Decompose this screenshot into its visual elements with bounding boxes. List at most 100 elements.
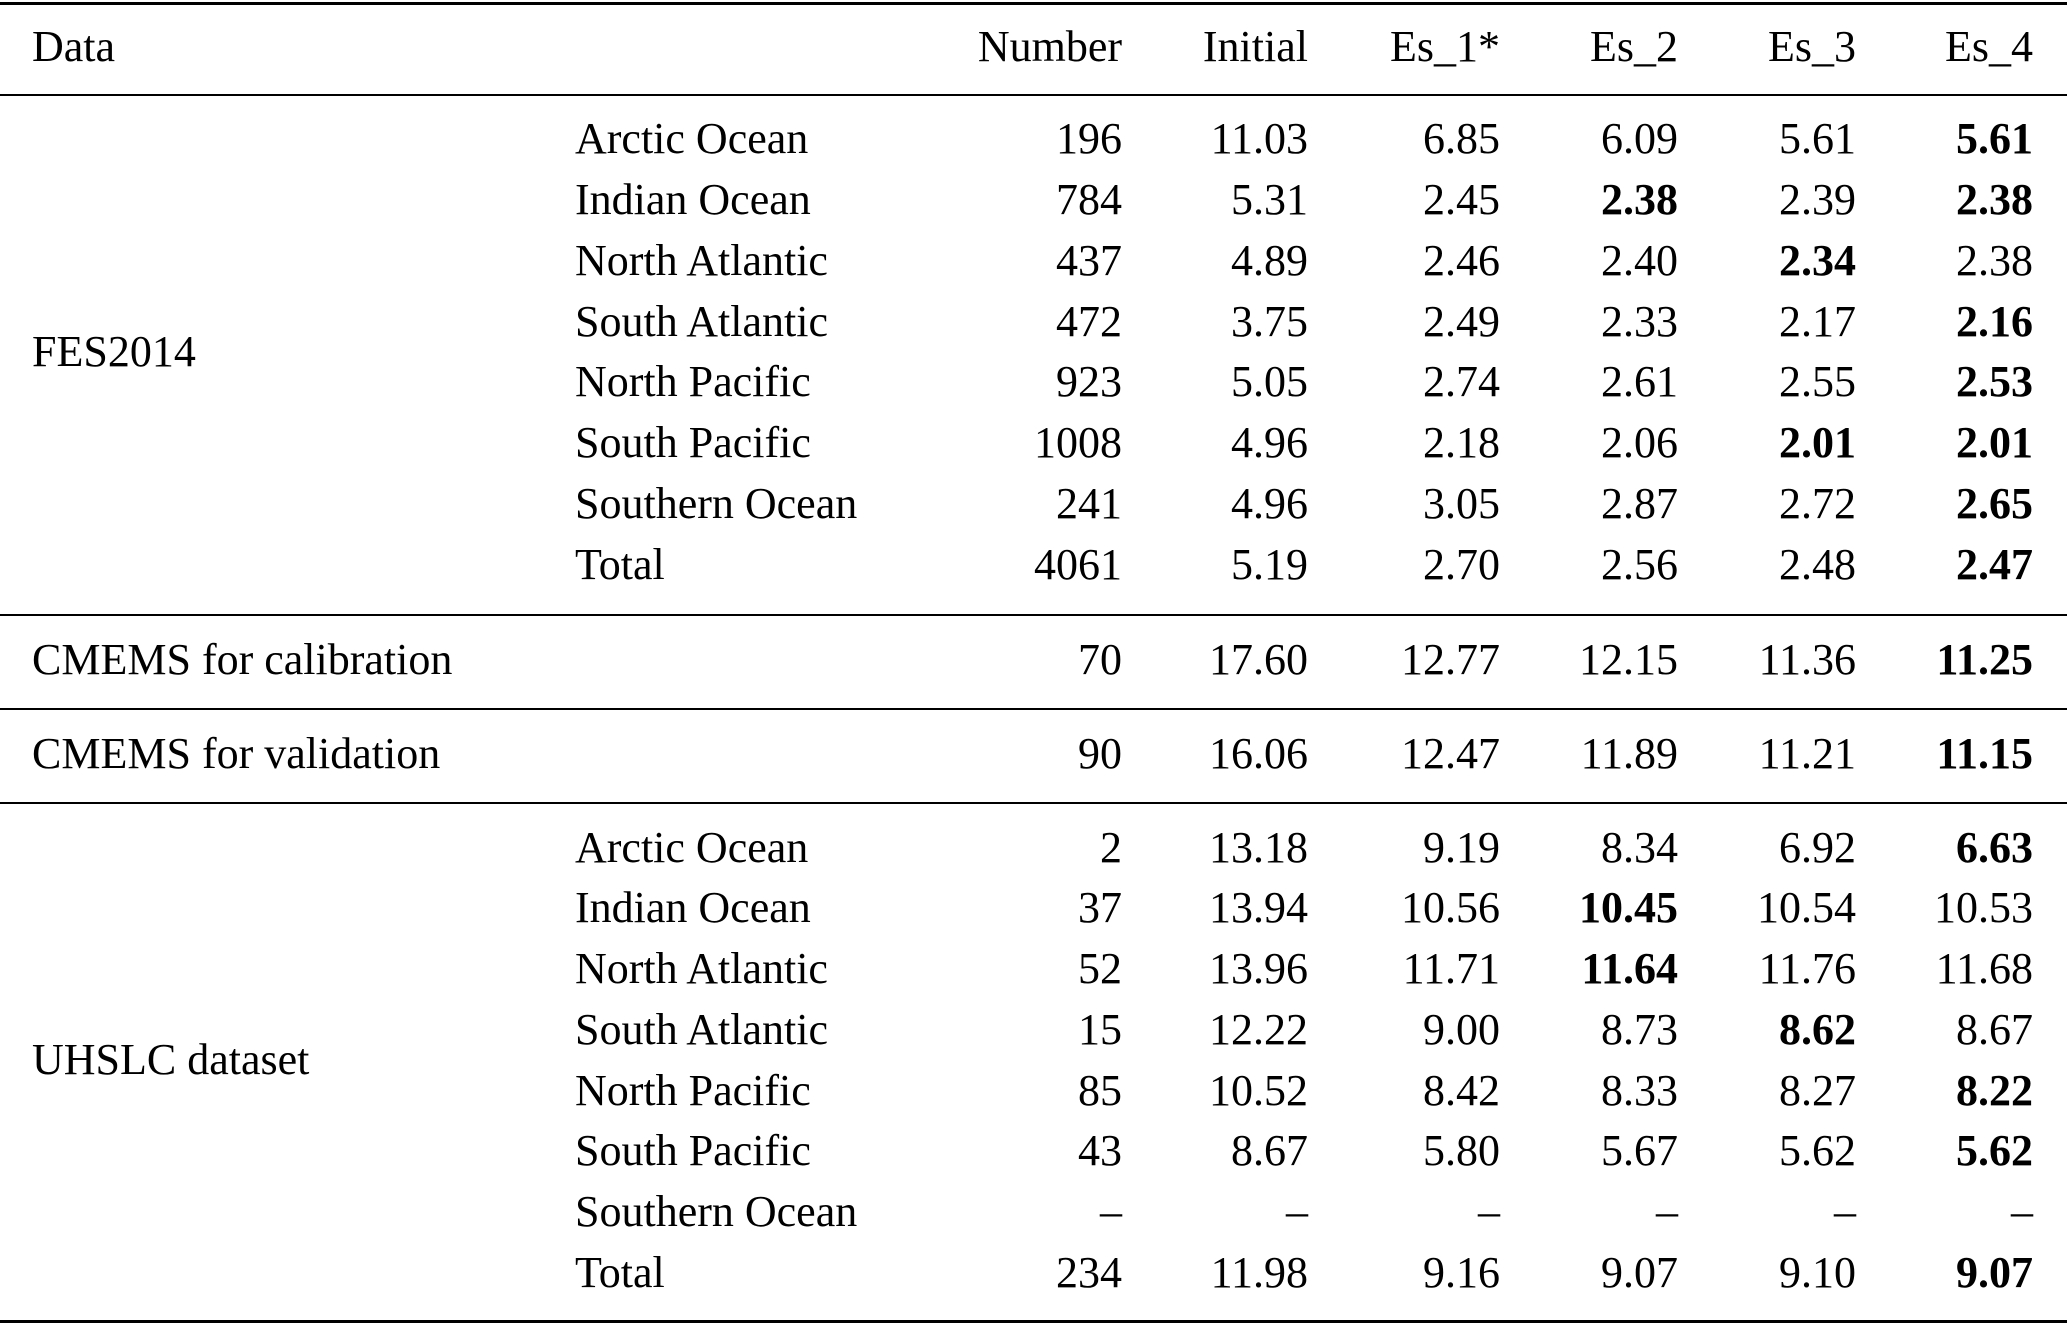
es4-cell: 9.07	[1956, 1248, 2033, 1297]
number-cell: 4061	[1034, 540, 1122, 589]
initial-cell: –	[1286, 1187, 1308, 1236]
es3-cell: 2.34	[1779, 236, 1856, 285]
es3-cell: 9.10	[1779, 1248, 1856, 1297]
es4-cell: 2.38	[1956, 236, 2033, 285]
es3-cell: 6.92	[1779, 823, 1856, 872]
number-cell: 784	[1056, 175, 1122, 224]
es4-cell: 6.63	[1956, 823, 2033, 872]
es1-cell: 2.49	[1423, 297, 1500, 346]
es4-cell: 8.22	[1956, 1066, 2033, 1115]
es2-cell: 6.09	[1601, 114, 1678, 163]
initial-cell: 16.06	[1209, 729, 1308, 778]
region-cell: North Atlantic	[575, 944, 828, 993]
group-label-fes2014: FES2014	[32, 327, 196, 376]
header-es1: Es_1*	[1390, 22, 1500, 71]
region-cell: South Atlantic	[575, 1005, 828, 1054]
es1-cell: 9.19	[1423, 823, 1500, 872]
number-cell: 1008	[1034, 418, 1122, 467]
header-number: Number	[977, 22, 1122, 71]
es4-cell: 2.53	[1956, 357, 2033, 406]
es2-cell: 8.34	[1601, 823, 1678, 872]
es1-cell: 9.16	[1423, 1248, 1500, 1297]
es1-cell: 6.85	[1423, 114, 1500, 163]
es4-cell: 11.15	[1936, 729, 2033, 778]
es4-cell: 2.65	[1956, 479, 2033, 528]
initial-cell: 3.75	[1231, 297, 1308, 346]
es1-cell: 3.05	[1423, 479, 1500, 528]
es1-cell: 2.46	[1423, 236, 1500, 285]
initial-cell: 11.98	[1210, 1248, 1308, 1297]
region-cell: Indian Ocean	[575, 883, 811, 932]
es2-cell: 2.40	[1601, 236, 1678, 285]
es3-cell: 8.62	[1779, 1005, 1856, 1054]
number-cell: 52	[1078, 944, 1122, 993]
es3-cell: 8.27	[1779, 1066, 1856, 1115]
es1-cell: 12.47	[1401, 729, 1500, 778]
initial-cell: 13.18	[1209, 823, 1308, 872]
es4-cell: 5.62	[1956, 1126, 2033, 1175]
es2-cell: 9.07	[1601, 1248, 1678, 1297]
es2-cell: 8.73	[1601, 1005, 1678, 1054]
es1-cell: 10.56	[1401, 883, 1500, 932]
initial-cell: 13.94	[1209, 883, 1308, 932]
number-cell: 241	[1056, 479, 1122, 528]
region-cell: Southern Ocean	[575, 1187, 858, 1236]
es2-cell: 10.45	[1579, 883, 1678, 932]
region-cell: North Pacific	[575, 1066, 811, 1115]
es2-cell: –	[1656, 1187, 1678, 1236]
header-data: Data	[32, 22, 116, 71]
number-cell: 43	[1078, 1126, 1122, 1175]
top-rule	[0, 2, 2067, 5]
es3-cell: 11.76	[1758, 944, 1856, 993]
es2-cell: 2.61	[1601, 357, 1678, 406]
es4-cell: 11.68	[1935, 944, 2033, 993]
region-cell	[575, 630, 915, 690]
es1-cell: 11.71	[1402, 944, 1500, 993]
es3-cell: 2.17	[1779, 297, 1856, 346]
number-cell: 196	[1056, 114, 1122, 163]
es3-cell: 11.21	[1758, 729, 1856, 778]
number-cell: 15	[1078, 1005, 1122, 1054]
header-es4: Es_4	[1945, 22, 2033, 71]
initial-cell: 10.52	[1209, 1066, 1308, 1115]
number-cell: 923	[1056, 357, 1122, 406]
initial-cell: 4.89	[1231, 236, 1308, 285]
es1-cell: –	[1478, 1187, 1500, 1236]
es2-cell: 2.56	[1601, 540, 1678, 589]
es4-cell: 10.53	[1934, 883, 2033, 932]
section-rule-2	[0, 708, 2067, 710]
es4-cell: 5.61	[1956, 114, 2033, 163]
region-cell: North Atlantic	[575, 236, 828, 285]
es4-cell: 2.38	[1956, 175, 2033, 224]
number-cell: 2	[1100, 823, 1122, 872]
header-es3: Es_3	[1768, 22, 1856, 71]
number-cell: 437	[1056, 236, 1122, 285]
es4-cell: 2.16	[1956, 297, 2033, 346]
es1-cell: 2.18	[1423, 418, 1500, 467]
group-label-cmems-calibration: CMEMS for calibration	[32, 635, 453, 684]
es3-cell: 2.48	[1779, 540, 1856, 589]
initial-cell: 4.96	[1231, 418, 1308, 467]
region-cell: South Atlantic	[575, 297, 828, 346]
header-rule	[0, 94, 2067, 96]
initial-cell: 5.19	[1231, 540, 1308, 589]
region-cell	[575, 724, 915, 784]
es2-cell: 11.64	[1581, 944, 1678, 993]
es3-cell: 2.55	[1779, 357, 1856, 406]
es2-cell: 2.06	[1601, 418, 1678, 467]
es3-cell: 5.61	[1779, 114, 1856, 163]
number-cell: 70	[1078, 635, 1122, 684]
es4-cell: –	[2011, 1187, 2033, 1236]
header-es2: Es_2	[1590, 22, 1678, 71]
initial-cell: 4.96	[1231, 479, 1308, 528]
es3-cell: 2.72	[1779, 479, 1856, 528]
es4-cell: 2.47	[1956, 540, 2033, 589]
es2-cell: 12.15	[1579, 635, 1678, 684]
initial-cell: 11.03	[1210, 114, 1308, 163]
number-cell: 90	[1078, 729, 1122, 778]
region-cell: North Pacific	[575, 357, 811, 406]
initial-cell: 13.96	[1209, 944, 1308, 993]
number-cell: 472	[1056, 297, 1122, 346]
es1-cell: 5.80	[1423, 1126, 1500, 1175]
